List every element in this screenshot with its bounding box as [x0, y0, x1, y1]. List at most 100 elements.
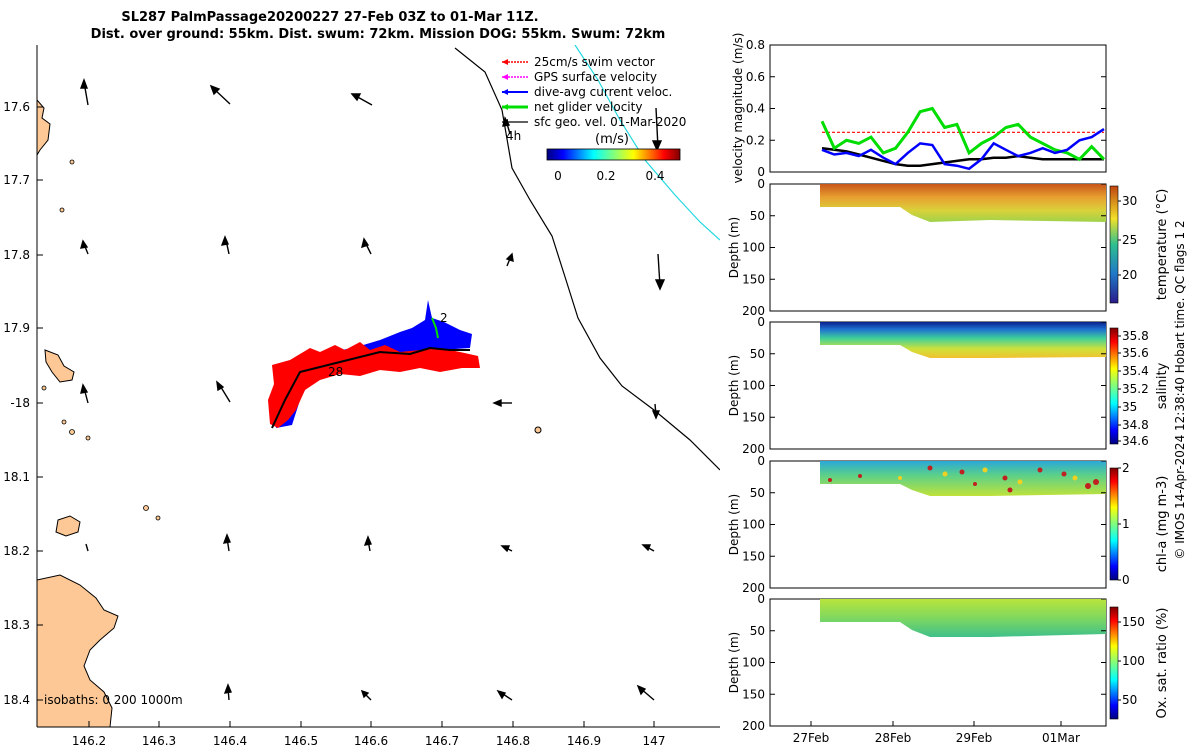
depth-axis-label: Depth (m)	[727, 355, 741, 416]
section-chl-a	[769, 460, 1119, 589]
section-colorbar-label: temperature (°C)	[1155, 189, 1170, 301]
map-x-tick-label: 146.9	[567, 734, 601, 748]
svg-text:net glider velocity: net glider velocity	[534, 100, 642, 114]
isobath-200m	[454, 47, 720, 471]
colorbar-tick-label: 25	[1122, 233, 1137, 247]
colorbar-tick-label: 34.6	[1122, 434, 1149, 448]
velocity-y-tick-label: 0.8	[746, 38, 765, 52]
time-tick-label: 01Mar	[1042, 731, 1080, 745]
depth-tick-label: 150	[742, 410, 765, 424]
colorbar-tick-label: 35.6	[1122, 346, 1149, 360]
footer-credit: © IMOS 14-Apr-2024 12:38:40 Hobart time.…	[1173, 220, 1187, 559]
depth-tick-label: 0	[757, 454, 765, 468]
title-line-1: SL287 PalmPassage20200227 27-Feb 03Z to …	[121, 10, 538, 25]
map-legend: 25cm/s swim vector GPS surface velocity …	[502, 55, 686, 183]
depth-tick-label: 50	[750, 624, 765, 638]
depth-tick-label: 200	[742, 719, 765, 733]
map-y-tick-label: 18.1	[3, 470, 30, 484]
marker-label-2: 2	[440, 311, 448, 325]
colorbar-tick-label: 100	[1122, 654, 1145, 668]
colorbar-tick-label: 0	[1122, 573, 1130, 587]
sfc-velocity-arrows	[79, 78, 666, 701]
colorbar-tick-2: 0.4	[645, 169, 664, 183]
map-y-tick-label: 17.7	[3, 173, 30, 187]
map-x-tick-label: 147	[643, 734, 666, 748]
depth-tick-label: 150	[742, 687, 765, 701]
depth-axis-label: Depth (m)	[727, 494, 741, 555]
map-y-tick-label: 17.9	[3, 321, 30, 335]
legend-item-swim-vector: 25cm/s swim vector	[502, 55, 655, 69]
section-colorbar-label: salinity	[1155, 362, 1170, 409]
map-x-tick-label: 146.8	[496, 734, 530, 748]
legend-item-sfc-geo-vel: sfc geo. vel. 01-Mar-2020	[502, 115, 686, 129]
map-x-tick-label: 146.6	[354, 734, 388, 748]
land-north	[37, 99, 51, 156]
velocity-ylabel: velocity magnitude (m/s)	[731, 33, 745, 184]
section-temperature	[769, 183, 1119, 312]
velocity-y-tick-label: 0.4	[746, 102, 765, 116]
velocity-y-tick-label: 0.2	[746, 133, 765, 147]
series-sfc-geo-vel-	[821, 146, 1104, 167]
legend-item-dive-avg-current: dive-avg current veloc.	[502, 85, 672, 99]
depth-tick-label: 100	[742, 379, 765, 393]
land-mainland	[37, 574, 119, 727]
isobaths-label: isobaths: 0 200 1000m	[44, 693, 183, 707]
glider-track	[271, 346, 470, 429]
colorbar-tick-label: 50	[1122, 693, 1137, 707]
depth-tick-label: 150	[742, 549, 765, 563]
map-y-tick-label: 18.2	[3, 544, 30, 558]
svg-text:GPS surface velocity: GPS surface velocity	[534, 70, 657, 84]
depth-tick-label: 50	[750, 209, 765, 223]
colorbar-tick-label: 35.8	[1122, 329, 1149, 343]
depth-tick-label: 0	[757, 592, 765, 606]
section-salinity	[769, 321, 1119, 450]
section-colorbar-label: Ox. sat. ratio (%)	[1155, 608, 1170, 719]
land-island-b	[55, 515, 81, 537]
svg-text:sfc geo. vel. 01-Mar-2020: sfc geo. vel. 01-Mar-2020	[534, 115, 686, 129]
velocity-y-tick-label: 0.6	[746, 70, 765, 84]
legend-item-gps-velocity: GPS surface velocity	[502, 70, 657, 84]
velocity-panel: 0 0.2 0.4 0.6 0.8 velocity magnitude (m/s)	[731, 33, 1107, 184]
colorbar-tick-label: 34.8	[1122, 418, 1149, 432]
colorbar-tick-label: 150	[1122, 615, 1145, 629]
map-x-tick-label: 146.3	[142, 734, 176, 748]
land-islet	[534, 426, 542, 434]
depth-tick-label: 100	[742, 241, 765, 255]
depth-tick-label: 0	[757, 177, 765, 191]
section-colorbar-label: chl-a (mg m-3)	[1155, 476, 1170, 573]
colorbar-units: (m/s)	[595, 132, 629, 147]
land-island-a	[44, 349, 75, 383]
colorbar-tick-label: 1	[1122, 517, 1130, 531]
depth-tick-label: 100	[742, 518, 765, 532]
depth-tick-label: 200	[742, 304, 765, 318]
svg-text:dive-avg current veloc.: dive-avg current veloc.	[534, 85, 672, 99]
series-dive-avg-current-veloc-	[821, 128, 1105, 171]
map-x-tick-label: 146.7	[425, 734, 459, 748]
map-y-tick-label: 17.6	[3, 100, 30, 114]
colorbar-tick-label: 30	[1122, 194, 1137, 208]
velocity-y-tick-label: 0	[757, 165, 765, 179]
colorbar-tick-label: 35.4	[1122, 364, 1149, 378]
colorbar-tick-label: 35	[1122, 400, 1137, 414]
marker-label-28: 28	[328, 365, 343, 379]
svg-text:25cm/s swim vector: 25cm/s swim vector	[534, 55, 655, 69]
depth-tick-label: 150	[742, 272, 765, 286]
chl-a-field	[820, 461, 1106, 496]
colorbar-tick-label: 35.2	[1122, 382, 1149, 396]
depth-axis-label: Depth (m)	[727, 217, 741, 278]
depth-tick-label: 200	[742, 581, 765, 595]
salinity-field	[820, 322, 1106, 358]
swim-vectors-red	[268, 342, 480, 428]
time-tick-label: 27Feb	[793, 731, 830, 745]
depth-axis-label: Depth (m)	[727, 632, 741, 693]
depth-tick-label: 50	[750, 347, 765, 361]
map-panel: 2 4h 28	[3, 45, 720, 748]
map-y-tick-label: 18.4	[3, 693, 30, 707]
map-y-tick-label: 17.8	[3, 248, 30, 262]
colorbar-tick-0: 0	[554, 169, 562, 183]
section-oxygen	[769, 598, 1119, 727]
title-line-2: Dist. over ground: 55km. Dist. swum: 72k…	[91, 27, 666, 42]
colorbar-tick-1: 0.2	[596, 169, 615, 183]
marker-label-4h: 4h	[506, 129, 521, 143]
